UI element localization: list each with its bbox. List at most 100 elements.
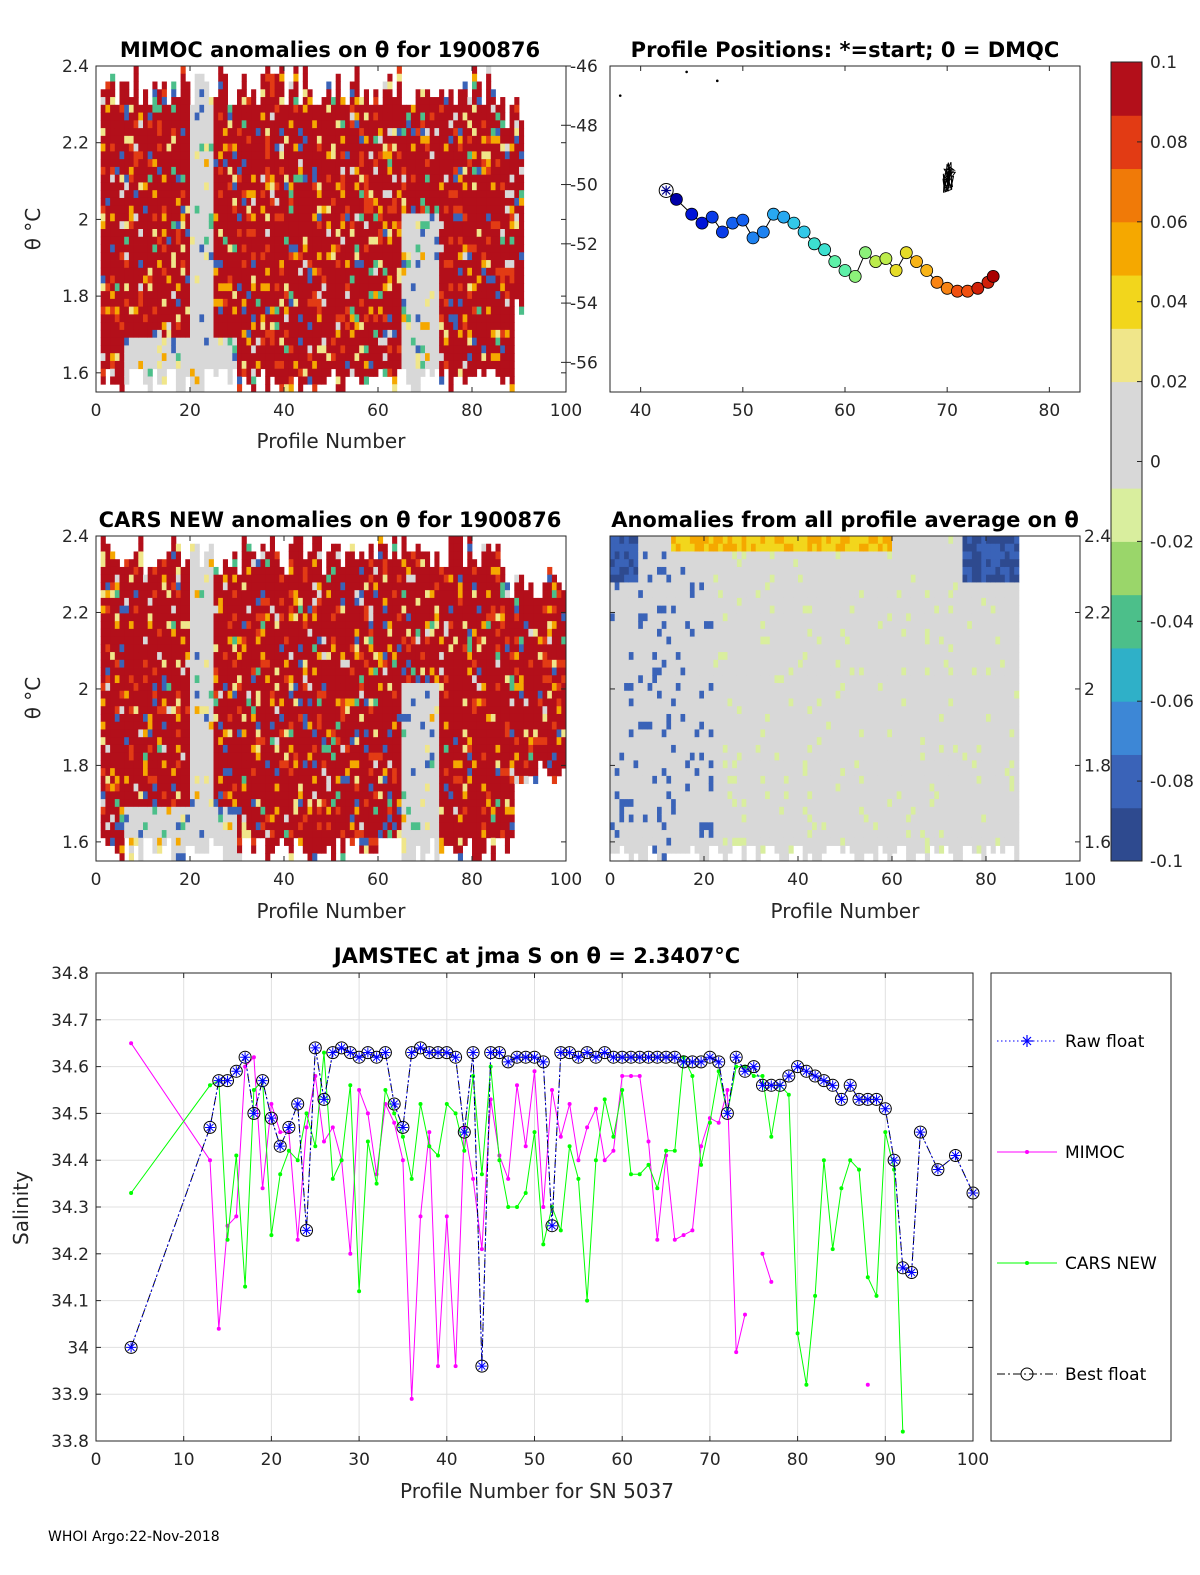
heatmap-cell: [382, 353, 388, 362]
heatmap-cell: [401, 283, 407, 292]
heatmap-cell: [246, 605, 252, 614]
heatmap-cell: [284, 775, 290, 785]
heatmap-cell: [354, 244, 360, 253]
heatmap-cell: [147, 729, 153, 738]
heatmap-cell: [166, 205, 172, 214]
heatmap-cell: [288, 213, 294, 222]
heatmap-cell: [284, 267, 290, 276]
heatmap-cell: [227, 267, 233, 276]
heatmap-cell: [128, 644, 134, 653]
heatmap-cell: [439, 236, 445, 245]
heatmap-cell: [171, 582, 177, 591]
heatmap-cell: [335, 221, 341, 230]
heatmap-cell: [180, 283, 186, 292]
heatmap-cell: [284, 721, 290, 730]
heatmap-cell: [180, 221, 186, 230]
heatmap-cell: [462, 244, 468, 253]
heatmap-cell: [396, 275, 402, 284]
heatmap-cell: [293, 345, 299, 354]
heatmap-cell: [114, 605, 120, 614]
mimoc-yticks: 1.61.822.22.4: [62, 57, 566, 384]
heatmap-cell: [152, 830, 158, 839]
heatmap-cell: [288, 190, 294, 199]
heatmap-cell: [321, 291, 327, 300]
heatmap-cell: [284, 190, 290, 199]
heatmap-cell: [368, 221, 374, 230]
heatmap-cell: [124, 166, 130, 176]
heatmap-cell: [396, 360, 402, 370]
heatmap-cell: [490, 275, 496, 284]
heatmap-cell: [363, 182, 369, 191]
heatmap-cell: [124, 260, 130, 269]
heatmap-cell: [161, 574, 167, 583]
heatmap-cell: [171, 329, 177, 339]
heatmap-cell: [152, 182, 158, 191]
heatmap-cell: [124, 104, 130, 113]
heatmap-cell: [335, 329, 341, 339]
heatmap-cell: [255, 667, 261, 676]
heatmap-cell: [396, 353, 402, 362]
heatmap-cell: [161, 360, 167, 370]
heatmap-cell: [382, 89, 388, 98]
heatmap-cell: [265, 621, 271, 630]
heatmap-cell: [284, 752, 290, 761]
heatmap-cell: [227, 229, 233, 238]
heatmap-cell: [274, 597, 280, 607]
heatmap-cell: [138, 260, 144, 269]
heatmap-cell: [279, 197, 285, 207]
heatmap-cell: [128, 675, 134, 684]
heatmap-cell: [354, 143, 360, 152]
heatmap-cell: [326, 182, 332, 191]
heatmap-cell: [185, 822, 191, 831]
heatmap-cell: [237, 636, 243, 645]
heatmap-cell: [119, 275, 125, 284]
heatmap-cell: [509, 104, 515, 113]
heatmap-cell: [204, 104, 210, 113]
heatmap-cell: [241, 267, 247, 276]
heatmap-cell: [284, 143, 290, 152]
heatmap-cell: [274, 605, 280, 614]
heatmap-cell: [204, 275, 210, 284]
heatmap-cell: [279, 166, 285, 176]
heatmap-cell: [237, 597, 243, 607]
heatmap-cell: [218, 267, 224, 276]
heatmap-cell: [133, 291, 139, 300]
heatmap-cell: [208, 806, 214, 815]
heatmap-cell: [147, 112, 153, 121]
heatmap-cell: [284, 605, 290, 614]
heatmap-cell: [401, 337, 407, 346]
heatmap-cell: [349, 306, 355, 315]
heatmap-cell: [396, 182, 402, 191]
heatmap-cell: [105, 135, 111, 145]
heatmap-cell: [425, 112, 431, 121]
heatmap-cell: [255, 291, 261, 300]
heatmap-cell: [429, 128, 435, 137]
heatmap-cell: [486, 337, 492, 346]
heatmap-cell: [284, 252, 290, 261]
heatmap-cell: [124, 574, 130, 583]
heatmap-cell: [222, 845, 228, 854]
heatmap-cell: [457, 322, 463, 331]
heatmap-cell: [284, 590, 290, 599]
heatmap-cell: [232, 166, 238, 176]
heatmap-cell: [354, 345, 360, 354]
heatmap-cell: [199, 221, 205, 230]
heatmap-cell: [321, 190, 327, 199]
heatmap-cell: [152, 360, 158, 370]
heatmap-cell: [161, 698, 167, 707]
heatmap-cell: [274, 551, 280, 560]
heatmap-cell: [500, 244, 506, 253]
heatmap-cell: [363, 197, 369, 207]
heatmap-cell: [147, 621, 153, 630]
heatmap-cell: [284, 260, 290, 269]
heatmap-cell: [190, 135, 196, 145]
heatmap-cell: [293, 221, 299, 230]
heatmap-cell: [152, 143, 158, 152]
heatmap-cell: [222, 559, 228, 568]
heatmap-cell: [133, 814, 139, 823]
heatmap-cell: [246, 236, 252, 245]
heatmap-cell: [302, 368, 308, 377]
heatmap-cell: [279, 690, 285, 699]
heatmap-cell: [194, 135, 200, 145]
heatmap-cell: [345, 151, 351, 160]
